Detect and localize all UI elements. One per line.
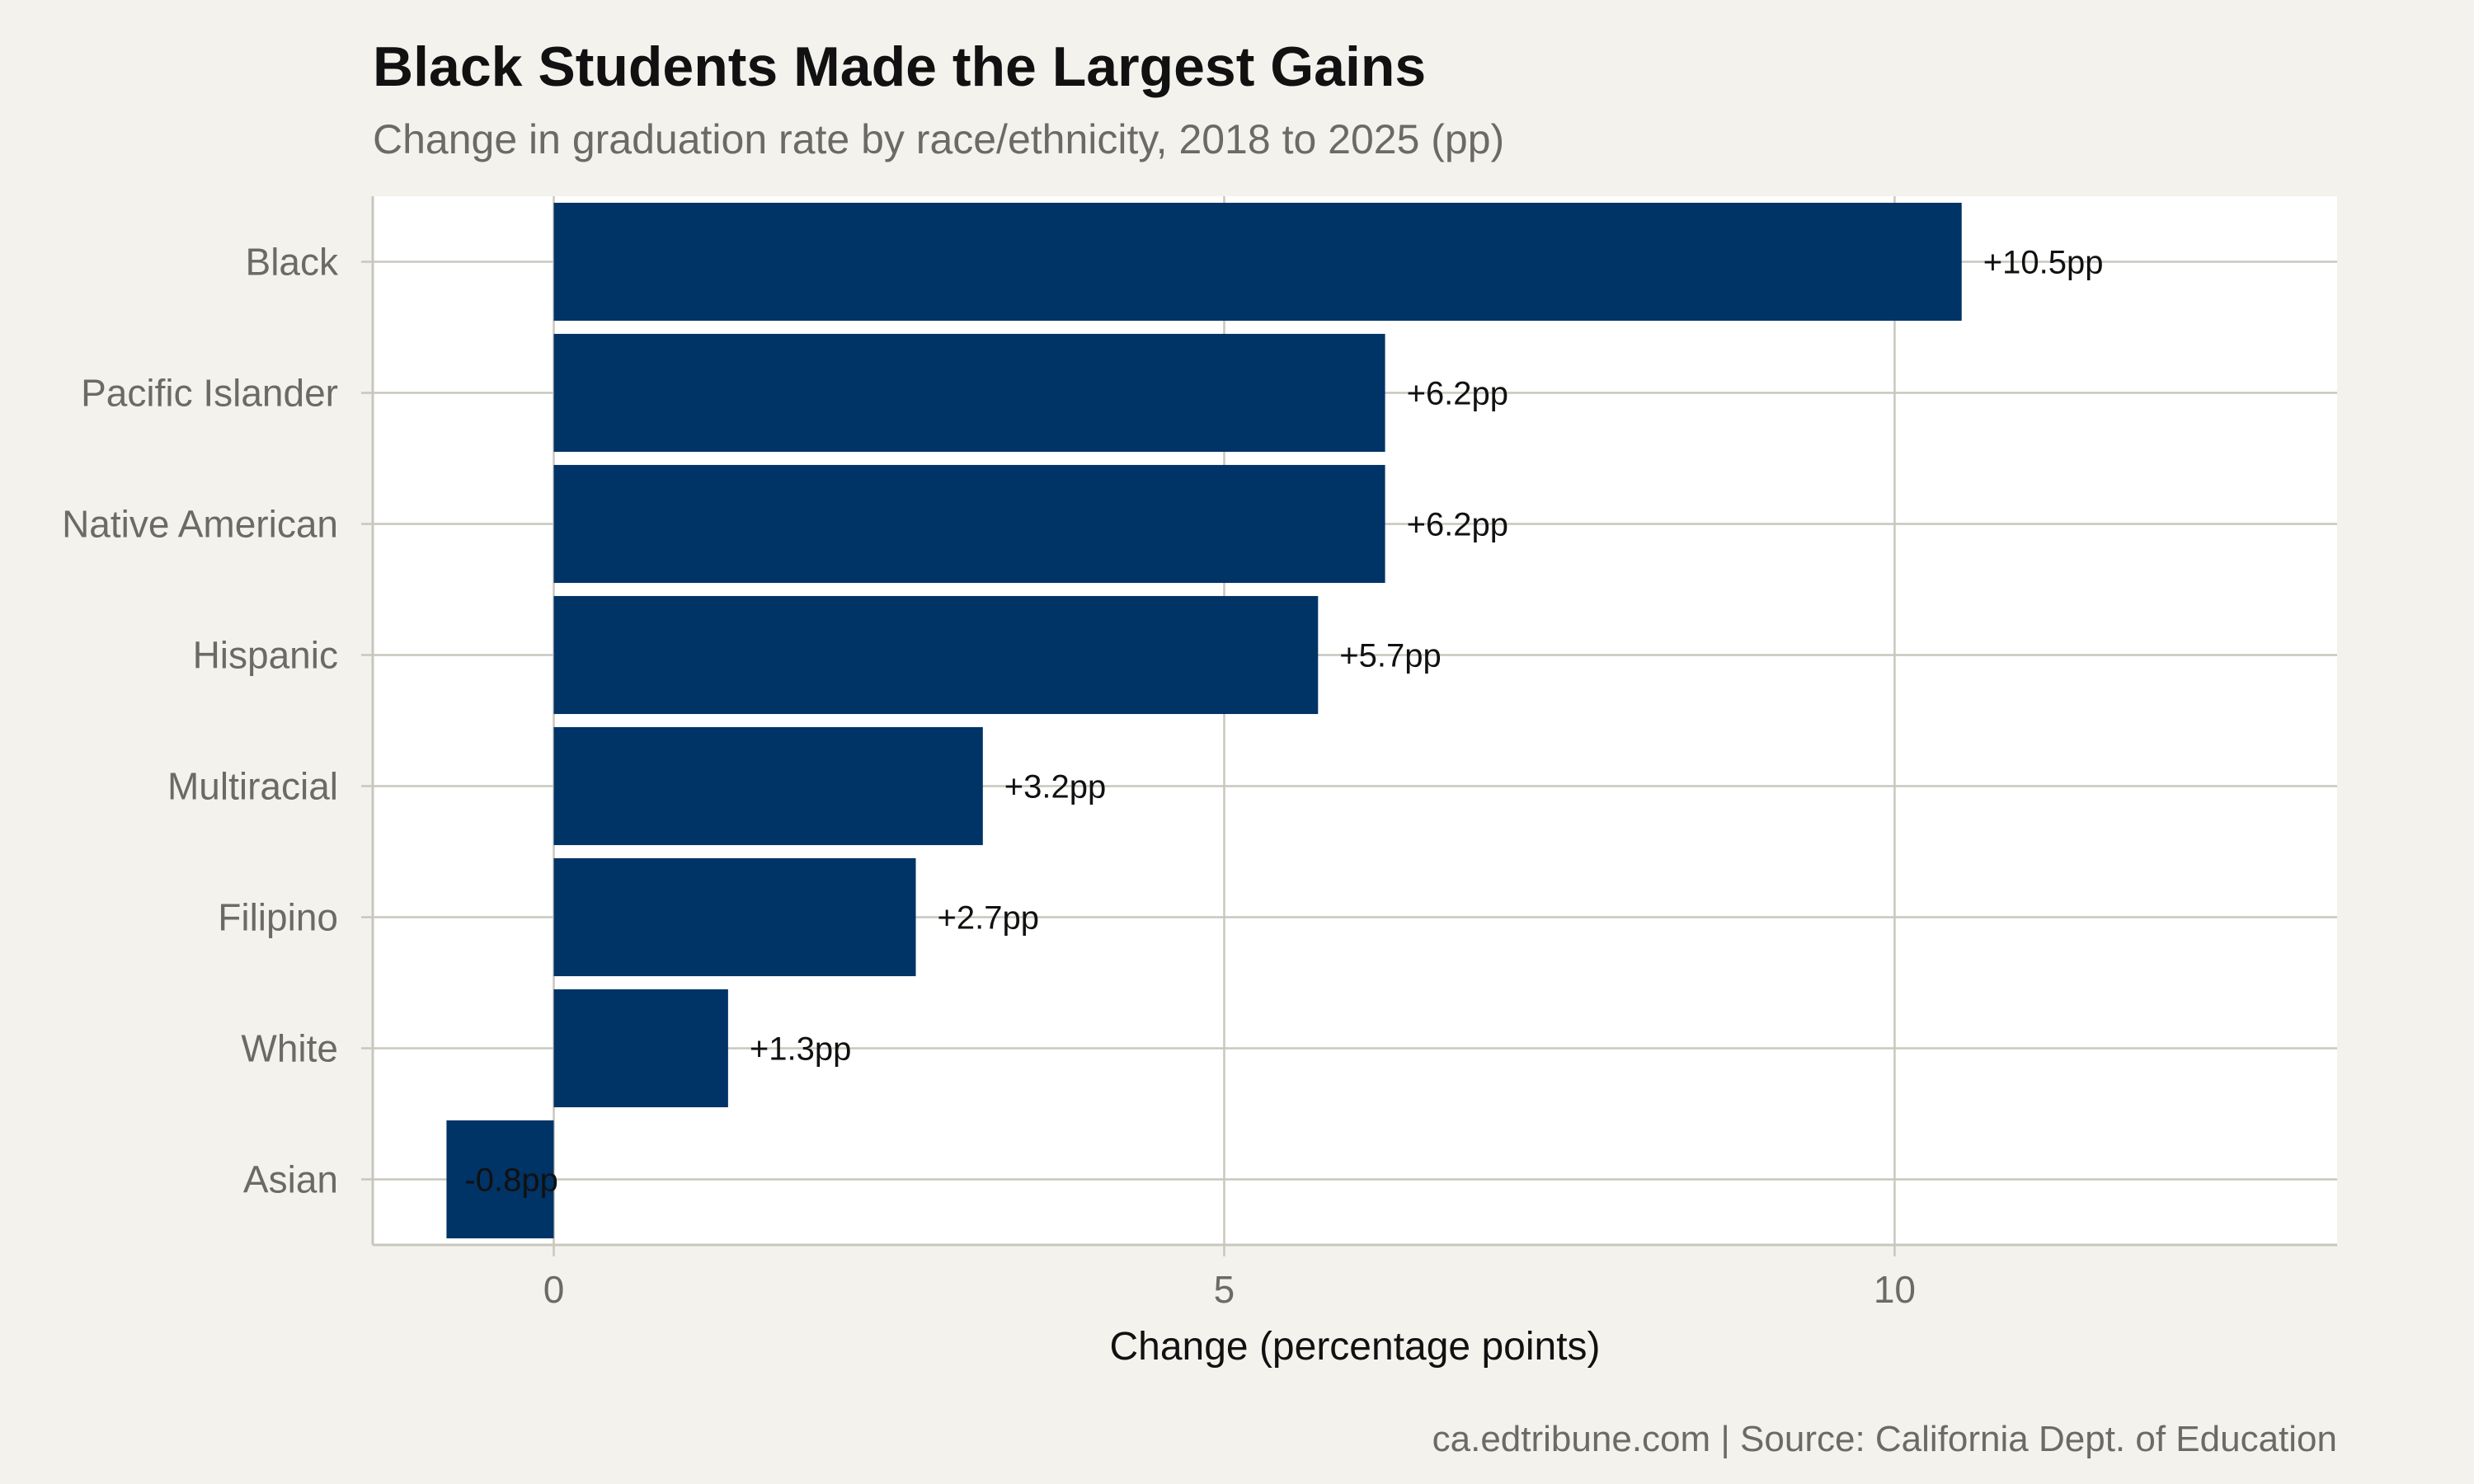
chart-caption: ca.edtribune.com | Source: California De…: [1432, 1419, 2337, 1459]
data-label: +5.7pp: [1339, 638, 1441, 674]
chart-subtitle: Change in graduation rate by race/ethnic…: [373, 116, 1504, 162]
data-label: +1.3pp: [750, 1031, 851, 1068]
data-label: +10.5pp: [1983, 245, 2104, 281]
bars-group: [446, 202, 1962, 1239]
chart-title: Black Students Made the Largest Gains: [373, 35, 1426, 98]
data-label: +6.2pp: [1407, 507, 1508, 543]
y-tick-label: Pacific Islander: [81, 372, 338, 415]
x-tick-label: 0: [543, 1268, 565, 1311]
y-tick-label: Multiracial: [167, 765, 338, 808]
data-label: +6.2pp: [1407, 376, 1508, 412]
bar: [553, 595, 1319, 715]
y-tick-label: Asian: [243, 1158, 338, 1201]
y-tick-label: Hispanic: [193, 634, 338, 677]
bar: [553, 726, 983, 846]
data-label: -0.8pp: [464, 1162, 557, 1199]
bar: [553, 333, 1385, 453]
bar: [553, 464, 1385, 584]
bar: [553, 202, 1962, 322]
y-tick-label: Native American: [62, 503, 338, 546]
data-labels-group: +10.5pp +6.2pp +6.2pp +5.7pp +3.2pp +2.7pp +1.…: [464, 245, 2103, 1199]
data-label: +3.2pp: [1004, 769, 1106, 805]
axes-group: Black Pacific Islander Native American Hisp…: [62, 196, 2337, 1311]
data-label: +2.7pp: [938, 900, 1039, 937]
y-tick-label: White: [241, 1027, 338, 1070]
x-tick-label: 10: [1874, 1268, 1916, 1311]
bar: [553, 989, 728, 1108]
y-tick-label: Filipino: [218, 896, 338, 939]
x-tick-label: 5: [1214, 1268, 1235, 1311]
bar: [446, 1120, 554, 1239]
y-tick-label: Black: [246, 241, 339, 284]
x-axis-title: Change (percentage points): [1109, 1325, 1600, 1369]
bar: [553, 857, 916, 977]
